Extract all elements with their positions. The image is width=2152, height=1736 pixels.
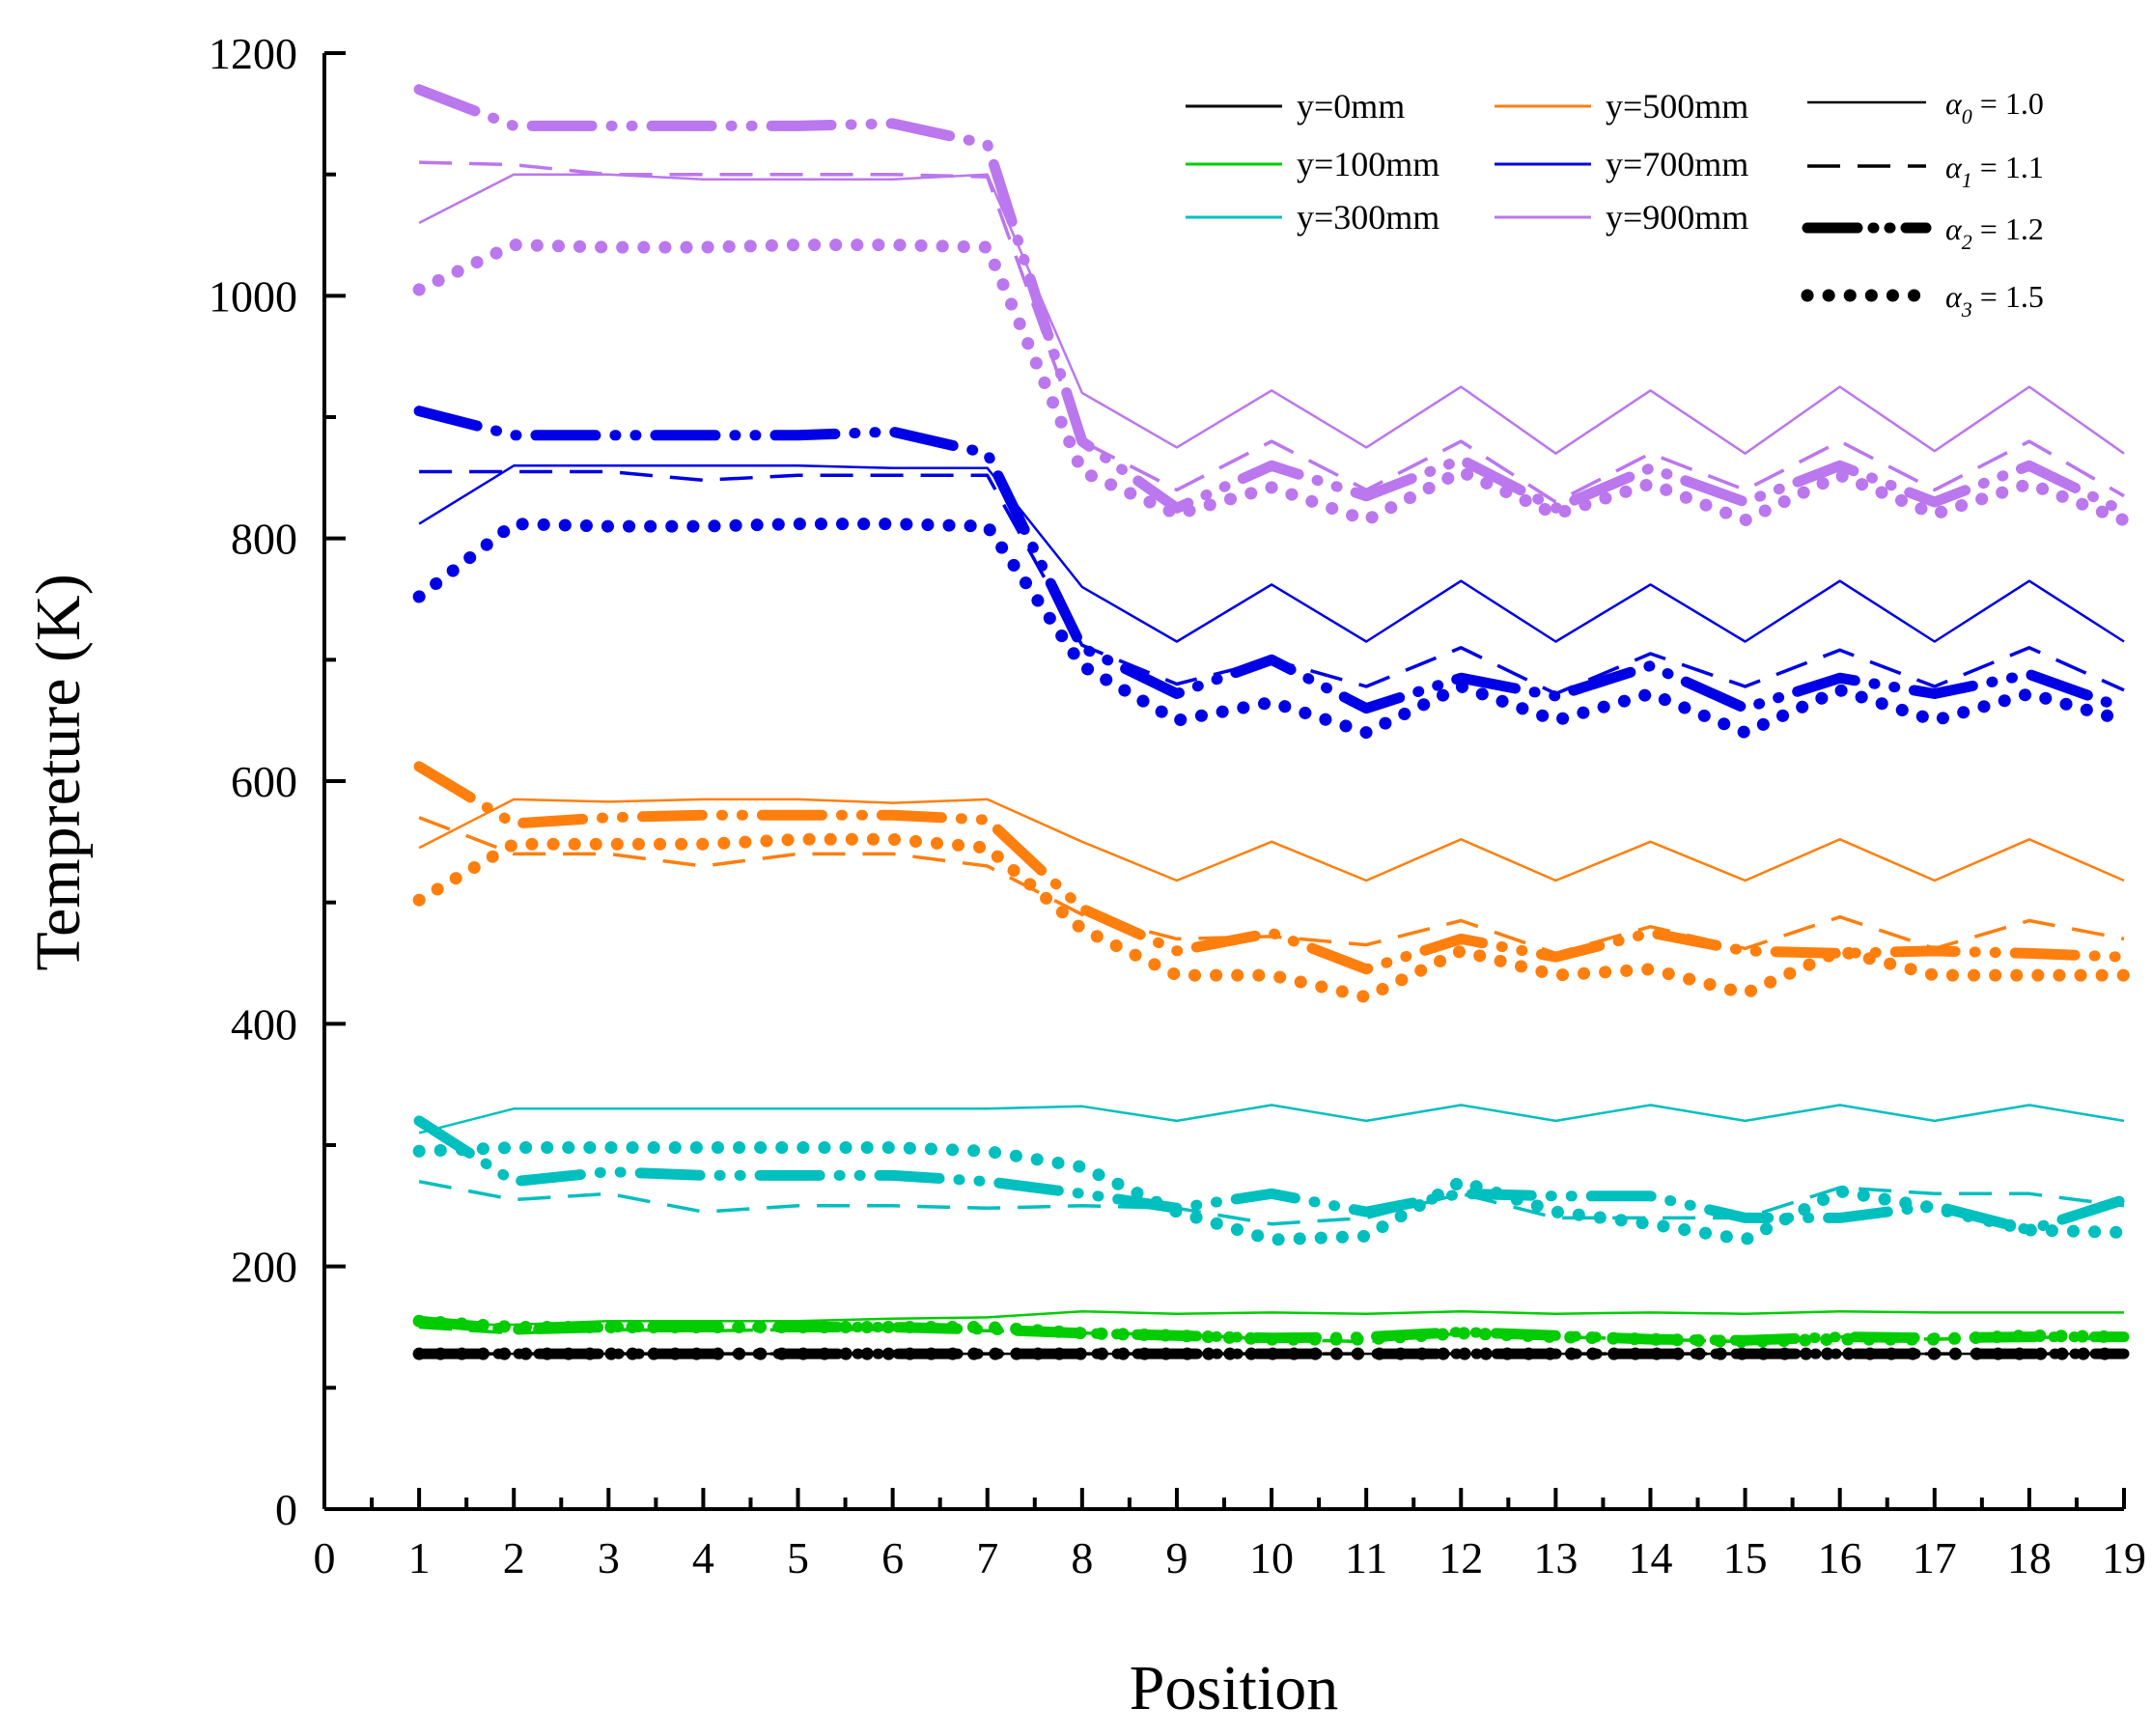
series-line-y-500mm-dot <box>412 832 2131 1004</box>
x-tick-label: 12 <box>1439 1533 1483 1582</box>
y-tick-label: 1200 <box>209 29 297 78</box>
series-line-y-900mm-dot <box>412 238 2131 527</box>
series-line-y-700mm-solid <box>418 464 2125 643</box>
series-line-y-700mm-dot <box>412 518 2131 740</box>
series-line-y-900mm-dash <box>419 160 2125 504</box>
x-tick-label: 16 <box>1818 1533 1862 1582</box>
x-tick-label: 15 <box>1723 1533 1768 1582</box>
legend-label-alpha-0: α0 = 1.0 <box>1945 86 2044 128</box>
series-line-y-300mm-dashdot <box>413 1115 2130 1236</box>
series-line-y-700mm-dash <box>419 469 2125 696</box>
x-tick-label: 2 <box>503 1533 525 1582</box>
series-line-y-100mm-solid <box>419 1309 2124 1327</box>
legend-label-alpha-2: α2 = 1.2 <box>1945 211 2044 254</box>
series-line-y-300mm-dash <box>418 1179 2125 1226</box>
series-line-y-300mm-solid <box>418 1104 2125 1134</box>
y-tick-label: 600 <box>231 757 297 806</box>
x-tick-label: 7 <box>976 1533 998 1582</box>
series-layer <box>412 84 2131 1360</box>
x-tick-label: 4 <box>692 1533 714 1582</box>
x-tick-label: 13 <box>1533 1533 1578 1582</box>
x-tick-label: 0 <box>314 1533 336 1582</box>
series-line-y-900mm-dashdot <box>413 84 2130 518</box>
series-line-y-500mm-solid <box>418 798 2125 882</box>
legend-label-y-100mm: y=100mm <box>1297 145 1439 183</box>
series-line-y-500mm-dashdot <box>413 761 2130 975</box>
legend-label-y-0mm: y=0mm <box>1297 87 1405 126</box>
y-tick-label: 200 <box>231 1243 297 1292</box>
axes <box>322 51 2126 1511</box>
series-line-y-300mm-dot <box>412 1141 2131 1246</box>
x-tick-label: 6 <box>881 1533 904 1582</box>
y-tick-label: 800 <box>231 515 297 564</box>
legend-label-alpha-1: α1 = 1.1 <box>1945 150 2044 192</box>
series-line-y-500mm-dash <box>418 816 2125 956</box>
x-tick-label: 14 <box>1628 1533 1672 1582</box>
legend: y=0mm y=100mm y=300mm y=500mm y=700mm y=900mm… <box>1186 86 2044 322</box>
legend-label-y-500mm: y=500mm <box>1606 87 1748 126</box>
x-tick-label: 10 <box>1249 1533 1294 1582</box>
y-tick-label: 0 <box>275 1485 297 1534</box>
legend-label-y-900mm: y=900mm <box>1606 198 1748 237</box>
legend-label-alpha-3: α3 = 1.5 <box>1945 279 2044 322</box>
x-tick-label: 18 <box>2007 1533 2052 1582</box>
legend-label-y-700mm: y=700mm <box>1606 145 1748 183</box>
x-tick-label: 5 <box>787 1533 809 1582</box>
series-line-y-900mm-solid <box>418 173 2125 455</box>
x-tick-label: 3 <box>598 1533 620 1582</box>
x-tick-label: 19 <box>2102 1533 2146 1582</box>
y-tick-label: 1000 <box>209 271 297 321</box>
x-axis-title: Position <box>1130 1653 1338 1723</box>
y-axis-title: Tempreture (K) <box>23 574 94 970</box>
legend-label-y-300mm: y=300mm <box>1297 198 1439 237</box>
x-tick-label: 11 <box>1345 1533 1387 1582</box>
series-line-y-100mm-dash <box>418 1325 2125 1344</box>
x-tick-label: 9 <box>1165 1533 1188 1582</box>
y-tick-label: 400 <box>231 999 297 1049</box>
x-tick-label: 1 <box>408 1533 431 1582</box>
x-tick-label: 8 <box>1071 1533 1093 1582</box>
x-tick-label: 17 <box>1913 1533 1957 1582</box>
